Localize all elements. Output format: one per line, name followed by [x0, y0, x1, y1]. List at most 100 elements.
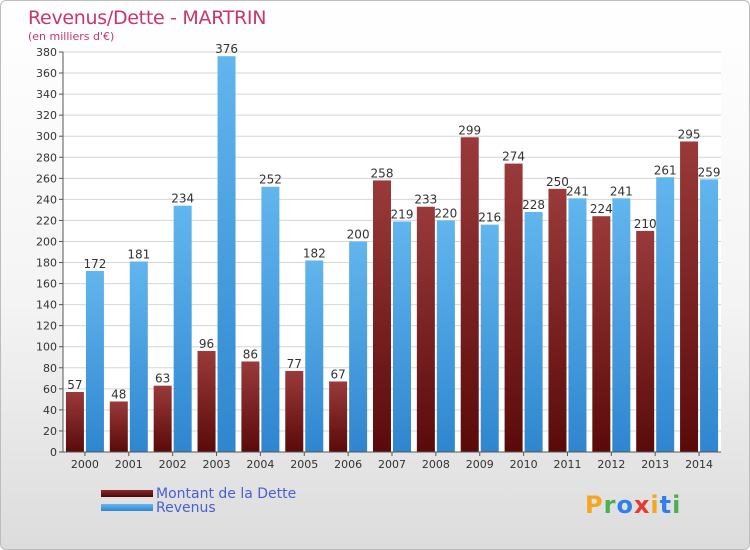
data-label: 181	[127, 247, 150, 261]
y-tick-label: 180	[36, 257, 57, 270]
bar-dette	[504, 163, 523, 452]
x-tick-label: 2006	[334, 458, 362, 471]
logo-letter: t	[659, 491, 673, 519]
data-label: 57	[67, 378, 82, 392]
y-tick-label: 40	[43, 404, 57, 417]
bar-dette	[329, 381, 348, 452]
data-label: 224	[590, 202, 613, 216]
x-tick-label: 2010	[510, 458, 538, 471]
bar-revenus	[85, 270, 104, 452]
data-label: 274	[502, 150, 525, 164]
data-label: 219	[391, 207, 414, 221]
bar-revenus	[612, 198, 631, 452]
data-label: 210	[634, 217, 657, 231]
y-tick-label: 0	[50, 446, 57, 459]
y-tick-label: 360	[36, 67, 57, 80]
y-tick-label: 120	[36, 320, 57, 333]
bar-revenus	[568, 198, 587, 452]
bar-revenus	[524, 212, 543, 452]
x-tick-label: 2001	[115, 458, 143, 471]
x-tick-label: 2013	[641, 458, 669, 471]
data-label: 200	[347, 227, 370, 241]
y-tick-label: 240	[36, 193, 57, 206]
data-label: 234	[171, 192, 194, 206]
bar-revenus	[305, 260, 324, 452]
x-tick-label: 2011	[553, 458, 581, 471]
data-label: 261	[654, 163, 677, 177]
bar-revenus	[261, 186, 280, 452]
legend-swatch-dette	[101, 490, 153, 497]
y-tick-label: 100	[36, 341, 57, 354]
data-label: 86	[243, 347, 258, 361]
y-tick-label: 140	[36, 299, 57, 312]
bar-revenus	[349, 241, 368, 452]
legend-label-dette: Montant de la Dette	[156, 486, 297, 502]
bar-revenus	[217, 56, 236, 453]
bar-dette	[109, 401, 128, 452]
x-tick-label: 2008	[422, 458, 450, 471]
y-tick-label: 160	[36, 278, 57, 291]
x-tick-label: 2000	[71, 458, 99, 471]
x-tick-label: 2007	[378, 458, 406, 471]
data-label: 63	[155, 372, 170, 386]
data-label: 250	[546, 175, 569, 189]
x-tick-label: 2002	[159, 458, 187, 471]
data-label: 241	[610, 184, 633, 198]
y-tick-label: 260	[36, 172, 57, 185]
y-tick-label: 80	[43, 362, 57, 375]
y-tick-label: 300	[36, 130, 57, 143]
data-label: 258	[371, 166, 394, 180]
data-label: 376	[215, 42, 238, 56]
bar-dette	[460, 137, 479, 452]
y-tick-label: 220	[36, 214, 57, 227]
data-label: 228	[522, 198, 545, 212]
x-tick-label: 2003	[203, 458, 231, 471]
x-tick-label: 2004	[246, 458, 274, 471]
logo-letter: i	[650, 491, 660, 519]
y-tick-label: 340	[36, 88, 57, 101]
bar-dette	[636, 230, 655, 452]
bar-revenus	[700, 179, 719, 453]
bar-revenus	[436, 220, 455, 452]
plot-area	[63, 52, 721, 452]
data-label: 172	[83, 257, 106, 271]
data-label: 220	[434, 206, 457, 220]
chart-title: Revenus/Dette - MARTRIN	[28, 7, 267, 29]
logo-letter: o	[616, 491, 634, 519]
data-label: 48	[111, 387, 126, 401]
x-tick-label: 2014	[685, 458, 713, 471]
data-label: 77	[287, 357, 302, 371]
data-label: 241	[566, 184, 589, 198]
bar-revenus	[656, 177, 675, 452]
proxiti-logo: Proxiti	[585, 491, 681, 519]
bar-dette	[153, 385, 172, 452]
y-tick-label: 320	[36, 109, 57, 122]
bar-dette	[416, 206, 435, 452]
bar-dette	[373, 180, 391, 452]
bar-dette	[592, 216, 611, 452]
bar-revenus	[173, 205, 192, 452]
data-label: 233	[414, 193, 437, 207]
bar-dette	[285, 370, 304, 452]
y-tick-label: 380	[36, 46, 57, 59]
y-tick-label: 60	[43, 383, 57, 396]
logo-letter: P	[585, 491, 604, 519]
data-label: 295	[678, 127, 701, 141]
x-tick-label: 2012	[597, 458, 625, 471]
x-tick-label: 2005	[290, 458, 318, 471]
data-label: 259	[698, 165, 721, 179]
bar-dette	[65, 392, 84, 452]
bar-dette	[241, 361, 260, 452]
data-label: 67	[330, 367, 345, 381]
y-tick-label: 20	[43, 425, 57, 438]
x-tick-label: 2009	[466, 458, 494, 471]
bar-dette	[680, 141, 699, 452]
legend-label-revenus: Revenus	[156, 500, 216, 516]
bar-revenus	[480, 224, 499, 452]
bar-dette	[548, 188, 567, 452]
logo-letter: x	[633, 491, 651, 519]
bar-revenus	[129, 261, 148, 452]
data-label: 252	[259, 173, 282, 187]
